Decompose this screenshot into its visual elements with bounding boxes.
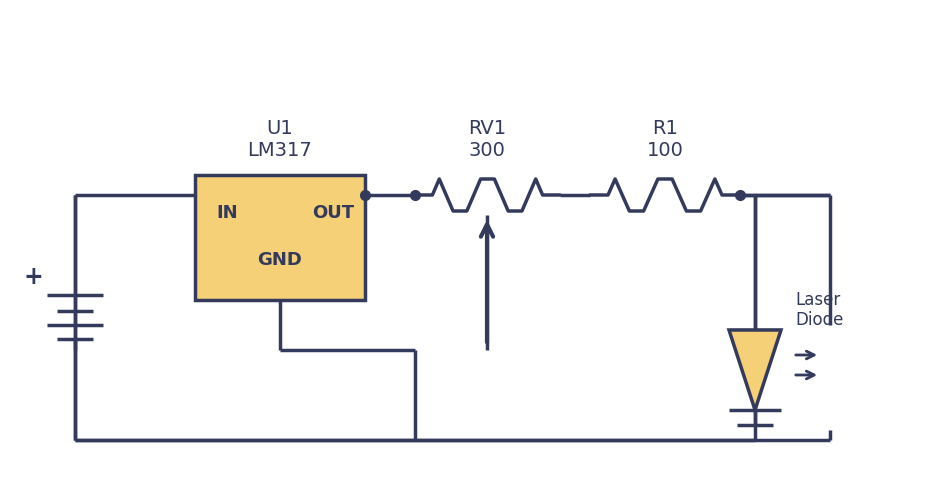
Text: U1
LM317: U1 LM317 bbox=[248, 120, 312, 160]
Text: +: + bbox=[23, 265, 43, 289]
Text: RV1
300: RV1 300 bbox=[467, 120, 506, 160]
Text: OUT: OUT bbox=[311, 204, 354, 222]
FancyBboxPatch shape bbox=[195, 175, 365, 300]
Text: R1
100: R1 100 bbox=[645, 120, 683, 160]
Text: Laser
Diode: Laser Diode bbox=[794, 290, 843, 330]
Text: GND: GND bbox=[257, 251, 302, 269]
Text: IN: IN bbox=[216, 204, 238, 222]
Polygon shape bbox=[728, 330, 781, 410]
